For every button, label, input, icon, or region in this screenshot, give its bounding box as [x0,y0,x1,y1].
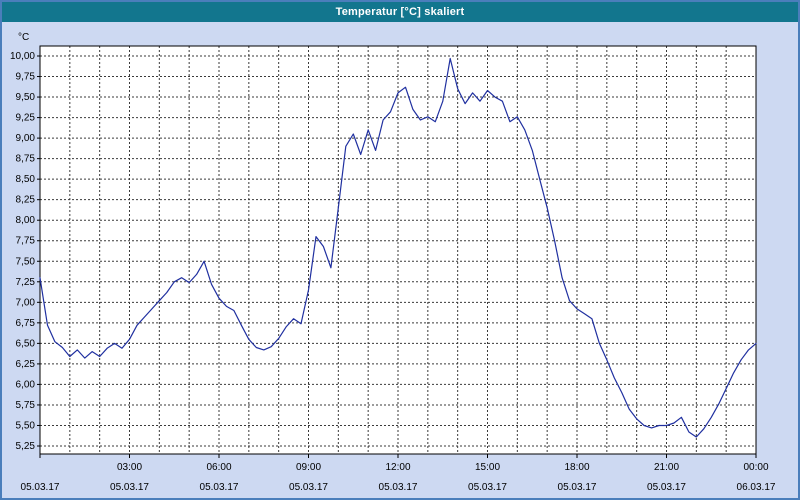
x-tick-label: 18:00 [564,462,589,473]
date-label: 05.03.17 [200,482,239,493]
y-tick-label: 9,00 [16,133,36,144]
date-label: 05.03.17 [379,482,418,493]
y-tick-label: 6,50 [16,338,36,349]
date-labels: 05.03.17 05.03.17 05.03.17 05.03.17 05.03.17… [21,482,776,493]
y-tick-label: 8,25 [16,195,36,206]
x-tick-labels: 03:00 06:00 09:00 12:00 15:00 18:00 21:00 00:00 [117,462,769,473]
x-tick-label: 15:00 [475,462,500,473]
date-label: 05.03.17 [289,482,328,493]
x-tick-label: 03:00 [117,462,142,473]
temperature-series-line [39,57,757,438]
window-title: Temperatur [°C] skaliert [335,6,465,18]
y-tick-label: 8,75 [16,154,36,165]
x-tick-label: 09:00 [296,462,321,473]
y-tick-label: 5,75 [16,400,36,411]
y-tick-label: 5,50 [16,420,36,431]
y-tick-label: 5,25 [16,441,36,452]
y-tick-label: 7,00 [16,297,36,308]
date-label: 05.03.17 [110,482,149,493]
x-tick-marks [39,454,757,458]
y-tick-label: 6,25 [16,359,36,370]
y-tick-label: 9,25 [16,113,36,124]
y-tick-label: 7,50 [16,256,36,267]
x-tick-label: 12:00 [385,462,410,473]
y-tick-label: 9,75 [16,72,36,83]
date-label: 05.03.17 [468,482,507,493]
date-label: 05.03.17 [21,482,60,493]
date-label: 06.03.17 [737,482,776,493]
chart-area: °C 10,00 9,75 9,50 9,25 9,00 8,75 8,50 8,25 8,00 7… [2,22,798,498]
y-tick-label: 6,75 [16,318,36,329]
temperature-line-chart: °C 10,00 9,75 9,50 9,25 9,00 8,75 8,50 8,25 8,00 7… [10,32,776,493]
x-grid-lines [69,46,727,454]
x-tick-label: 00:00 [743,462,768,473]
y-tick-label: 9,50 [16,92,36,103]
y-axis-unit-label: °C [18,32,29,43]
y-tick-label: 7,25 [16,277,36,288]
y-tick-label: 6,00 [16,379,36,390]
y-tick-marks [37,55,40,447]
y-tick-label: 8,50 [16,174,36,185]
window-title-bar[interactable]: Temperatur [°C] skaliert [2,2,798,22]
y-tick-labels: 10,00 9,75 9,50 9,25 9,00 8,75 8,50 8,25 8,00 7,7… [10,51,35,452]
y-tick-label: 8,00 [16,215,36,226]
x-tick-label: 21:00 [654,462,679,473]
y-tick-label: 10,00 [10,51,35,62]
y-tick-label: 7,75 [16,236,36,247]
date-label: 05.03.17 [558,482,597,493]
date-label: 05.03.17 [647,482,686,493]
x-tick-label: 06:00 [206,462,231,473]
